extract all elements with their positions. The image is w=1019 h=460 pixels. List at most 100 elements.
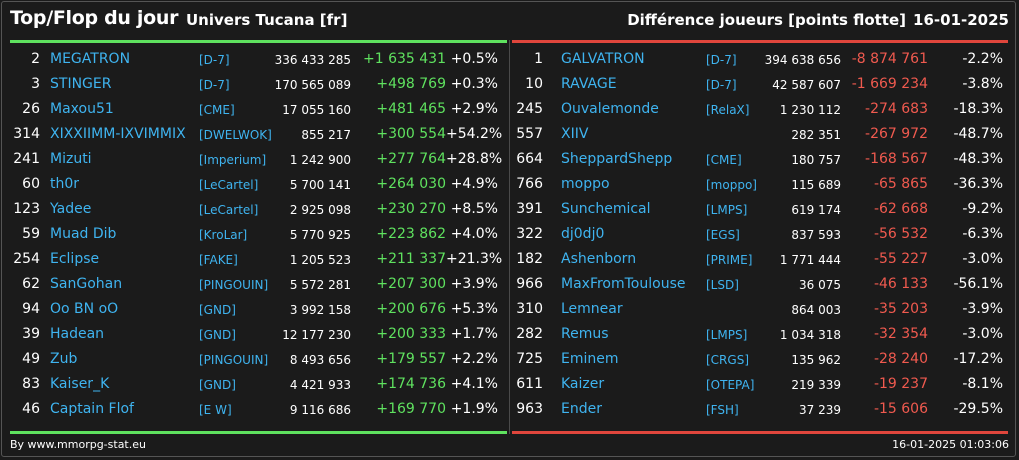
player-points: 17 055 160 [282, 103, 351, 117]
player-diff: -8 874 761 [851, 51, 928, 67]
player-percent: +28.8% [446, 151, 503, 167]
player-guild-link[interactable]: [D-7] [706, 53, 737, 67]
player-name-link[interactable]: Kaizer [561, 376, 605, 392]
player-guild-link[interactable]: [moppo] [706, 178, 757, 192]
player-diff: +200 333 [376, 326, 446, 342]
player-diff: -62 668 [873, 201, 928, 217]
flop-players-list: 1 GALVATRON [D-7] 394 638 656 -8 874 761 -2.2… [510, 47, 1010, 422]
player-row: 3 STINGER [D-7] 170 565 089 +498 769 +0.3% [0, 72, 500, 97]
player-guild-link[interactable]: [Imperium] [199, 153, 267, 167]
player-guild-link[interactable]: [OTEPA] [706, 378, 755, 392]
top-players-list: 2 MEGATRON [D-7] 336 433 285 +1 635 431 +0.5%… [0, 47, 503, 422]
player-name-link[interactable]: Hadean [50, 326, 105, 342]
player-rank: 83 [22, 376, 40, 392]
player-guild-link[interactable]: [GND] [199, 303, 236, 317]
player-rank: 46 [22, 401, 40, 417]
player-percent: -18.3% [953, 101, 1003, 117]
player-percent: +3.9% [450, 276, 498, 292]
player-name-link[interactable]: Oo BN oO [50, 301, 119, 317]
player-name-link[interactable]: Maxou51 [50, 101, 114, 117]
server-label: Univers Tucana [fr] [186, 11, 348, 29]
player-guild-link[interactable]: [LeCartel] [199, 178, 259, 192]
player-points: 115 689 [791, 178, 841, 192]
player-points: 219 339 [791, 378, 841, 392]
player-guild-link[interactable]: [KroLar] [199, 228, 248, 242]
player-guild-link[interactable]: [D-7] [706, 78, 737, 92]
player-name-link[interactable]: STINGER [50, 76, 112, 92]
player-name-link[interactable]: dj0dj0 [561, 226, 605, 242]
player-name-link[interactable]: RAVAGE [561, 76, 617, 92]
player-diff: -1 669 234 [851, 76, 928, 92]
player-guild-link[interactable]: [PINGOUIN] [199, 353, 269, 367]
player-name-link[interactable]: SanGohan [50, 276, 123, 292]
player-name-link[interactable]: Eclipse [50, 251, 100, 267]
player-diff: +300 554 [376, 126, 446, 142]
player-name-link[interactable]: Muad Dib [50, 226, 117, 242]
player-guild-link[interactable]: [E W] [199, 403, 232, 417]
player-points: 1 230 112 [779, 103, 841, 117]
player-name-link[interactable]: Ashenborn [561, 251, 637, 267]
player-name-link[interactable]: Lemnear [561, 301, 623, 317]
player-name-link[interactable]: Ender [561, 401, 602, 417]
player-rank: 391 [516, 201, 543, 217]
player-name-link[interactable]: SheppardShepp [561, 151, 673, 167]
player-rank: 664 [516, 151, 543, 167]
player-percent: -3.0% [962, 251, 1003, 267]
player-row: 963 Ender [FSH] 37 239 -15 606 -29.5% [510, 397, 1010, 422]
player-guild-link[interactable]: [RelaX] [706, 103, 750, 117]
player-points: 864 003 [791, 303, 841, 317]
player-name-link[interactable]: Eminem [561, 351, 619, 367]
player-row: 282 Remus [LMPS] 1 034 318 -32 354 -3.0% [510, 322, 1010, 347]
player-name-link[interactable]: Sunchemical [561, 201, 651, 217]
player-guild-link[interactable]: [LeCartel] [199, 203, 259, 217]
player-name-link[interactable]: Remus [561, 326, 609, 342]
player-row: 664 SheppardShepp [CME] 180 757 -168 567 -48.… [510, 147, 1010, 172]
player-name-link[interactable]: MEGATRON [50, 51, 131, 67]
player-guild-link[interactable]: [GND] [199, 378, 236, 392]
player-percent: +1.9% [450, 401, 498, 417]
player-guild-link[interactable]: [EGS] [706, 228, 740, 242]
player-guild-link[interactable]: [PRIME] [706, 253, 753, 267]
player-rank: 611 [516, 376, 543, 392]
player-rank: 26 [22, 101, 40, 117]
player-guild-link[interactable]: [GND] [199, 328, 236, 342]
player-rank: 557 [516, 126, 543, 142]
player-name-link[interactable]: th0r [50, 176, 80, 192]
player-guild-link[interactable]: [CRGS] [706, 353, 749, 367]
player-percent: +4.1% [450, 376, 498, 392]
player-row: 39 Hadean [GND] 12 177 230 +200 333 +1.7% [0, 322, 500, 347]
player-guild-link[interactable]: [LMPS] [706, 203, 748, 217]
player-percent: -3.9% [962, 301, 1003, 317]
player-guild-link[interactable]: [CME] [706, 153, 742, 167]
player-name-link[interactable]: Kaiser_K [50, 376, 110, 392]
player-name-link[interactable]: moppo [561, 176, 610, 192]
player-guild-link[interactable]: [PINGOUIN] [199, 278, 269, 292]
player-guild-link[interactable]: [FSH] [706, 403, 739, 417]
player-rank: 3 [31, 76, 40, 92]
player-guild-link[interactable]: [LSD] [706, 278, 739, 292]
player-name-link[interactable]: Captain Flof [50, 401, 134, 417]
player-percent: +0.5% [450, 51, 498, 67]
player-percent: -17.2% [953, 351, 1003, 367]
top-section-bar [10, 40, 507, 43]
column-divider [509, 40, 510, 434]
player-points: 8 493 656 [289, 353, 351, 367]
player-name-link[interactable]: GALVATRON [561, 51, 645, 67]
player-guild-link[interactable]: [D-7] [199, 78, 230, 92]
player-name-link[interactable]: MaxFromToulouse [561, 276, 686, 292]
player-name-link[interactable]: Mizuti [50, 151, 92, 167]
player-guild-link[interactable]: [DWELWOK] [199, 128, 272, 142]
player-guild-link[interactable]: [CME] [199, 103, 235, 117]
player-row: 1 GALVATRON [D-7] 394 638 656 -8 874 761 -2.2… [510, 47, 1010, 72]
player-name-link[interactable]: XIIV [561, 126, 589, 142]
player-name-link[interactable]: XIXXIIMM-IXVIMMIX [50, 126, 186, 142]
player-guild-link[interactable]: [FAKE] [199, 253, 238, 267]
player-name-link[interactable]: Zub [50, 351, 78, 367]
player-percent: -29.5% [953, 401, 1003, 417]
player-name-link[interactable]: Ouvalemonde [561, 101, 659, 117]
player-name-link[interactable]: Yadee [50, 201, 92, 217]
player-guild-link[interactable]: [LMPS] [706, 328, 748, 342]
player-diff: +264 030 [376, 176, 446, 192]
player-percent: -3.0% [962, 326, 1003, 342]
player-guild-link[interactable]: [D-7] [199, 53, 230, 67]
